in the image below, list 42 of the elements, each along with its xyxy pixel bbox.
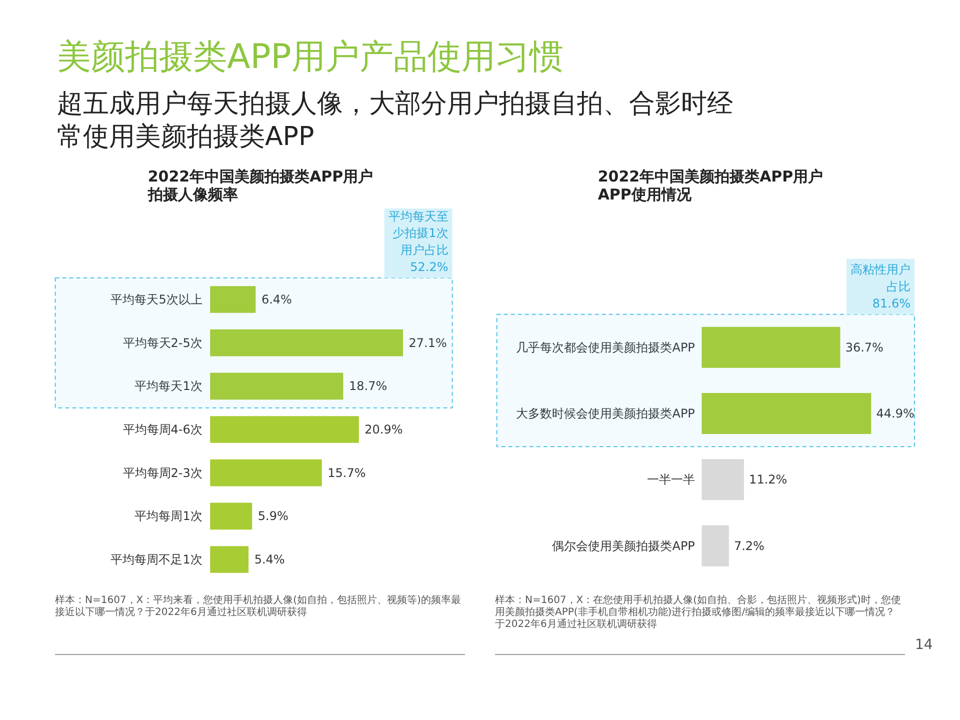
bar [702,459,744,500]
data-label: 5.4% [254,552,285,566]
y-tick-label: 大多数时候会使用美颜拍摄类APP [516,406,695,421]
y-tick-label: 平均每周不足1次 [110,552,202,566]
data-label: 11.2% [749,472,788,487]
y-tick-label: 偶尔会使用美颜拍摄类APP [552,538,695,553]
text: 超五成用户每天拍摄人像，大部分用户拍摄自拍、合影时经常使用美颜拍摄类APP [57,88,734,154]
bar [210,329,403,356]
y-tick-label: 平均每天5次以上 [110,292,202,306]
y-tick-label: 一半一半 [646,472,695,487]
bar [210,416,359,443]
chart-title: 2022年中国美颜拍摄类APP用户APP使用情况 [598,168,824,204]
data-label: 18.7% [348,379,388,394]
y-tick-label: 平均每天1次 [134,379,202,394]
data-label: 7.2% [734,538,764,553]
text: 14 [915,636,933,655]
bar [702,525,729,566]
data-label: 20.9% [364,422,403,436]
bar [210,286,256,313]
data-label: 27.1% [408,336,447,350]
chart-title: 2022年中国美颜拍摄类APP用户拍摄人像频率 [146,168,374,204]
band-label: 平均每天至少拍摄1次用户占比52.2% [388,209,448,274]
data-label: 36.7% [845,340,884,354]
bar [702,326,840,368]
y-tick-label: 平均每周1次 [134,509,202,524]
data-label: 15.7% [328,466,366,480]
data-label: 5.9% [258,509,288,524]
text: 样本：N=1607，X：在您使用手机拍摄人像(如自拍、合影，包括照片、视频形式)时，您使用美颜拍摄类APP(非手机自带相机功能)进行拍摄或修图/编辑的频率最接近以下哪一情况？于2022年6月通过社区联机调研获得 [495,595,902,631]
text: 美颜拍摄类APP用户产品使用习惯 [57,36,564,79]
band-label: 高粘性用户占比81.6% [850,262,910,310]
y-tick-label: 几乎每次都会使用美颜拍摄类APP [516,340,695,354]
y-tick-label: 平均每周4-6次 [122,422,202,436]
y-tick-label: 平均每周2-3次 [122,466,202,480]
data-label: 6.4% [261,292,292,306]
y-tick-label: 平均每天2-5次 [122,336,202,350]
data-label: 44.9% [876,406,914,421]
bar [210,502,252,530]
text: 样本：N=1607，X：平均来看，您使用手机拍摄人像(如自拍，包括照片、视频等)的频率最接近以下哪一情况？于2022年6月通过社区联机调研获得 [55,595,462,619]
bar [210,372,344,400]
bar [210,546,249,573]
bar [702,393,872,434]
bar [210,459,322,486]
